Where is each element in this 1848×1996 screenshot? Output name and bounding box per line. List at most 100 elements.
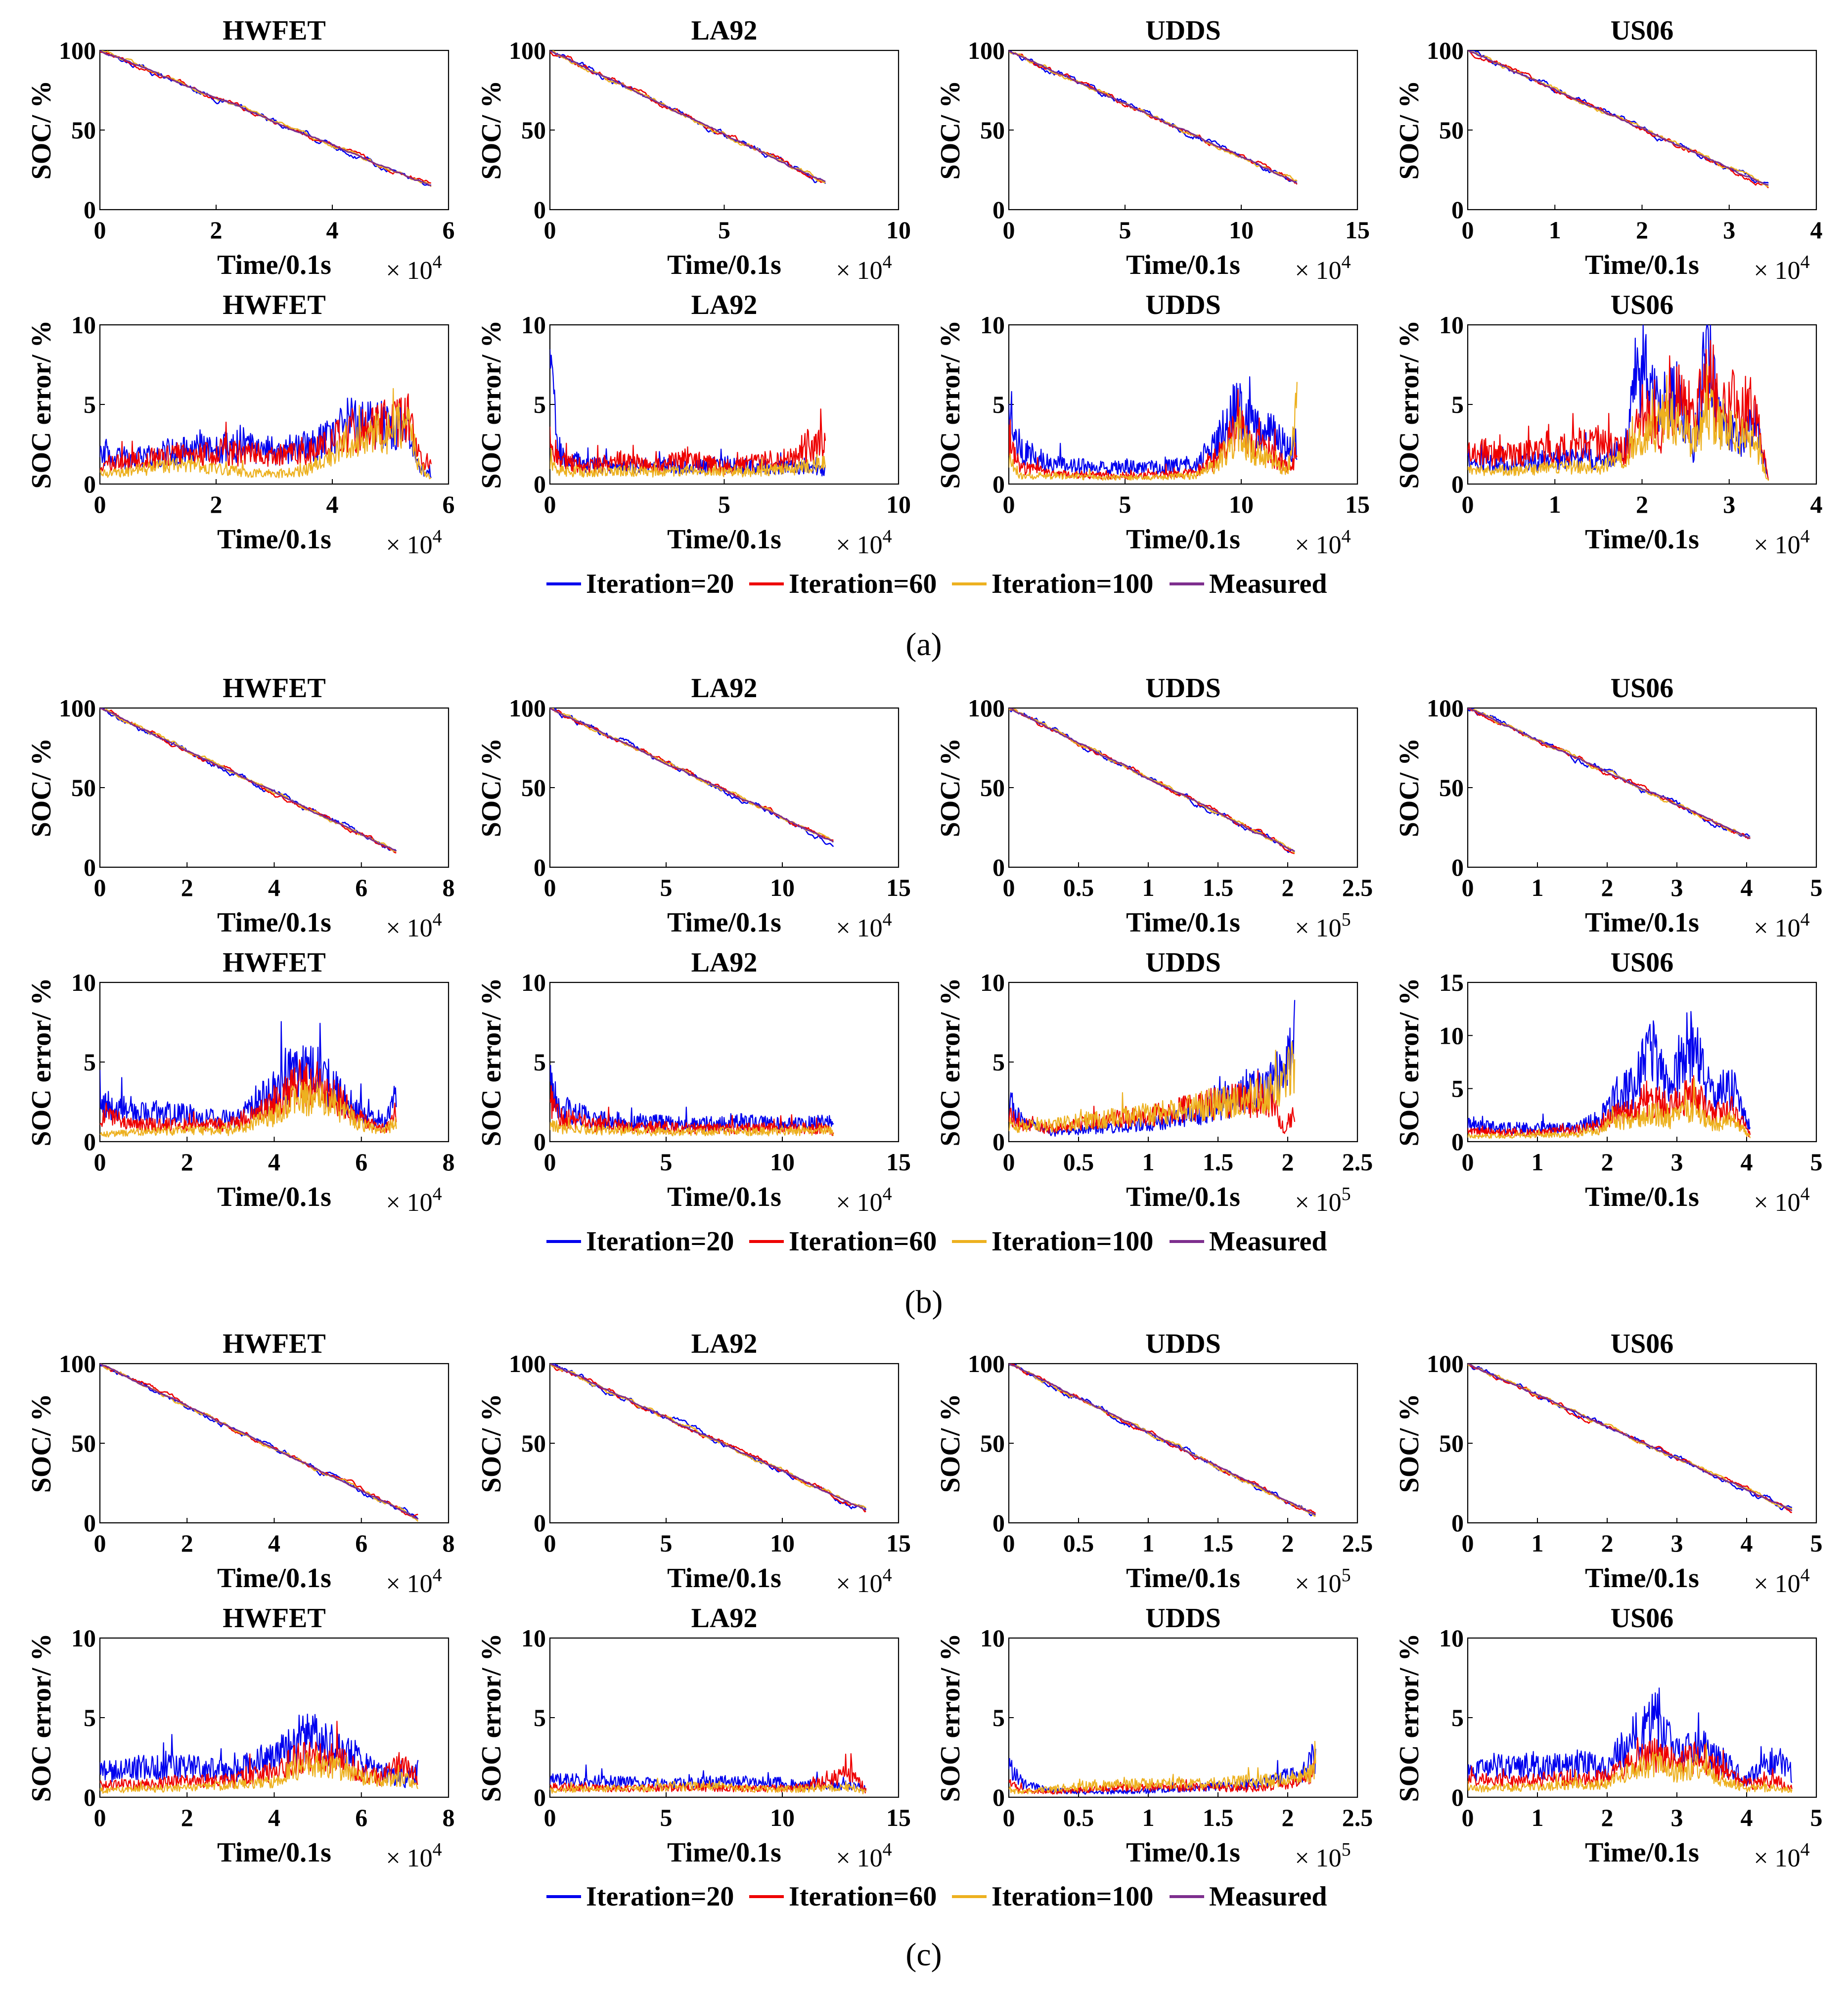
panel-udds-error-b: UDDS SOC error/ % 0 0.5 1 1.5 2 2.5 0 5 10 Time/0.1… xyxy=(935,947,1373,1217)
plot-area xyxy=(550,50,826,184)
x-tick-label: 4 xyxy=(1810,216,1823,244)
y-axis-label: SOC error/ % xyxy=(476,1633,507,1802)
x-axis-label: Time/0.1s xyxy=(1585,1182,1699,1212)
plot-area xyxy=(1468,325,1769,481)
y-axis-label: SOC error/ % xyxy=(935,977,966,1146)
x-tick-label: 10 xyxy=(886,490,911,518)
legend-label: Iteration=60 xyxy=(789,1226,937,1257)
panel-title: LA92 xyxy=(691,947,758,978)
plot-area xyxy=(100,1713,419,1794)
x-tick-label: 0 xyxy=(544,874,556,901)
x-axis-label: Time/0.1s xyxy=(1126,524,1240,555)
y-tick-label: 100 xyxy=(59,694,96,722)
y-axis-label: SOC/ % xyxy=(935,738,966,838)
x-tick-label: 2 xyxy=(210,490,223,518)
x-tick-label: 1 xyxy=(1549,490,1561,518)
x-tick-label: 3 xyxy=(1723,490,1735,518)
y-axis-label: SOC error/ % xyxy=(1394,320,1425,488)
x-tick-label: 8 xyxy=(443,1804,455,1831)
series-line-measured xyxy=(1009,708,1295,852)
x-tick-label: 10 xyxy=(770,874,795,901)
x-tick-label: 10 xyxy=(886,216,911,244)
x-tick-label: 0.5 xyxy=(1063,874,1094,901)
series-line-measured xyxy=(1468,708,1751,840)
x-axis-label: Time/0.1s xyxy=(1126,250,1240,280)
series-line-iteration-60 xyxy=(1468,1737,1793,1791)
y-tick-label: 5 xyxy=(534,391,546,418)
x-tick-label: 0 xyxy=(1462,1529,1474,1557)
panel-la92-soc-b: LA92 SOC/ % 0 5 10 15 0 50 100 Time/0.1s × 104 xyxy=(476,673,911,942)
series-line-measured xyxy=(550,1364,866,1511)
y-tick-label: 0 xyxy=(1451,1128,1464,1155)
panel-title: LA92 xyxy=(691,15,758,46)
x-tick-label: 1 xyxy=(1532,1804,1544,1831)
y-tick-label: 50 xyxy=(980,1429,1005,1457)
x-tick-label: 0 xyxy=(544,1804,556,1831)
x-tick-label: 6 xyxy=(355,1804,367,1831)
x-tick-label: 2 xyxy=(1282,1529,1294,1557)
y-axis-label: SOC/ % xyxy=(935,81,966,180)
panel-title: HWFET xyxy=(223,290,325,320)
panel-title: HWFET xyxy=(223,1603,325,1634)
plot-area xyxy=(1468,1011,1751,1139)
x-tick-label: 15 xyxy=(1345,216,1370,244)
series-line-iteration-100 xyxy=(1468,1742,1793,1793)
y-axis-label: SOC/ % xyxy=(476,81,507,180)
panel-us06-soc-a: US06 SOC/ % 0 1 2 3 4 0 50 100 Time/0.1s × 104 xyxy=(1394,15,1823,285)
x-axis-label: Time/0.1s xyxy=(217,250,331,280)
y-tick-label: 10 xyxy=(980,969,1005,996)
series-line-iteration-60 xyxy=(100,393,432,473)
y-tick-label: 50 xyxy=(71,116,96,144)
x-tick-label: 15 xyxy=(886,1148,911,1176)
x-axis-multiplier: × 104 xyxy=(1754,252,1809,285)
y-tick-label: 10 xyxy=(521,1624,546,1652)
x-tick-label: 2 xyxy=(1282,1148,1294,1176)
y-axis-label: SOC error/ % xyxy=(26,1633,57,1802)
x-tick-label: 2 xyxy=(1282,874,1294,901)
panel-hwfet-error-b: HWFET SOC error/ % 0 2 4 6 8 0 5 10 Time/0.1s × 104 xyxy=(26,947,455,1217)
y-tick-label: 50 xyxy=(980,116,1005,144)
x-tick-label: 3 xyxy=(1671,1529,1683,1557)
x-tick-label: 4 xyxy=(268,874,280,901)
plot-area xyxy=(100,50,432,187)
series-line-iteration-100 xyxy=(1009,1740,1316,1794)
series-line-iteration-100 xyxy=(100,1080,397,1138)
x-axis-multiplier: × 104 xyxy=(836,1184,892,1217)
y-tick-label: 0 xyxy=(1451,1783,1464,1811)
x-tick-label: 0 xyxy=(1003,1804,1015,1831)
x-tick-label: 0 xyxy=(544,216,556,244)
panel-title: HWFET xyxy=(223,947,325,978)
y-tick-label: 0 xyxy=(992,470,1005,498)
series-line-measured xyxy=(100,1364,419,1520)
plot-area xyxy=(1009,708,1296,854)
y-tick-label: 100 xyxy=(509,37,546,64)
legend-label: Iteration=20 xyxy=(586,1226,734,1257)
y-tick-label: 5 xyxy=(84,1704,96,1731)
y-axis-label: SOC error/ % xyxy=(1394,1633,1425,1802)
series-line-iteration-60 xyxy=(550,1085,834,1136)
panel-title: UDDS xyxy=(1145,1329,1220,1359)
panel-title: LA92 xyxy=(691,1603,758,1634)
legend-c: Iteration=20 Iteration=60 Iteration=100 Mea… xyxy=(546,1881,1327,1912)
x-axis-label: Time/0.1s xyxy=(217,1837,331,1868)
panel-hwfet-soc-c: HWFET SOC/ % 0 2 4 6 8 0 50 100 Time/0.1s × 104 xyxy=(26,1329,455,1598)
x-axis-multiplier: × 104 xyxy=(1754,1565,1809,1598)
y-tick-label: 10 xyxy=(1439,1624,1464,1652)
panel-udds-error-c: UDDS SOC error/ % 0 0.5 1 1.5 2 2.5 0 5 10 Time/0.1… xyxy=(935,1603,1373,1872)
y-tick-label: 0 xyxy=(84,196,96,223)
x-tick-label: 1.5 xyxy=(1203,1529,1234,1557)
y-tick-label: 0 xyxy=(534,470,546,498)
x-tick-label: 10 xyxy=(1229,216,1254,244)
legend-label: Measured xyxy=(1209,569,1327,599)
y-axis-label: SOC error/ % xyxy=(935,1633,966,1802)
legend-label: Iteration=60 xyxy=(789,1881,937,1912)
legend-b: Iteration=20 Iteration=60 Iteration=100 Mea… xyxy=(546,1226,1327,1257)
x-axis-multiplier: × 104 xyxy=(386,1565,442,1598)
x-axis-multiplier: × 104 xyxy=(836,252,892,285)
x-axis-label: Time/0.1s xyxy=(667,250,781,280)
y-tick-label: 50 xyxy=(71,1429,96,1457)
y-axis-label: SOC/ % xyxy=(1394,1394,1425,1493)
subfigure-label: (a) xyxy=(905,626,942,663)
